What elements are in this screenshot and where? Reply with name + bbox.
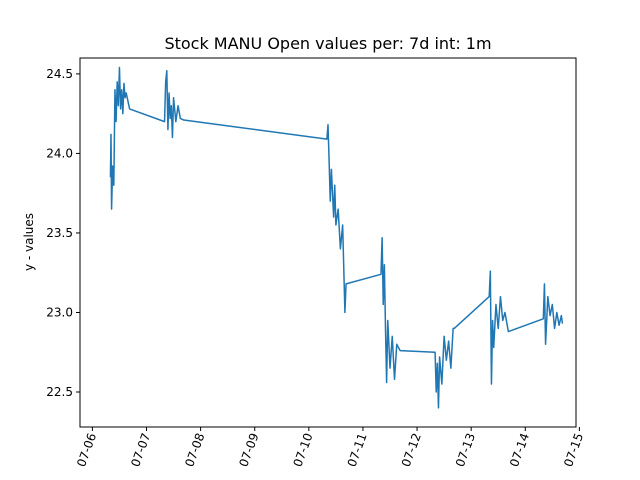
x-tick-label: 07-12 (399, 431, 424, 469)
y-axis-label: y - values (22, 213, 36, 271)
x-tick-label: 07-10 (291, 431, 316, 469)
x-tick-label: 07-15 (561, 431, 586, 469)
x-tick-label: 07-09 (236, 431, 261, 469)
x-axis: 07-06 07-07 07-08 07-09 07-10 07-11 07-12 07-13… (74, 427, 586, 469)
x-tick-label: 07-06 (74, 431, 99, 469)
y-tick-label: 23.5 (46, 226, 73, 240)
y-tick-label: 24.5 (46, 67, 73, 81)
x-tick-label: 07-07 (128, 431, 153, 469)
plot-area (109, 66, 564, 409)
y-axis: 22.5 23.0 23.5 24.0 24.5 (46, 67, 80, 399)
x-tick-label: 07-14 (507, 431, 532, 469)
x-tick-label: 07-08 (182, 431, 207, 469)
y-tick-label: 22.5 (46, 385, 73, 399)
y-tick-label: 24.0 (46, 146, 73, 160)
chart-title: Stock MANU Open values per: 7d int: 1m (164, 34, 491, 53)
y-tick-label: 23.0 (46, 305, 73, 319)
x-tick-label: 07-13 (453, 431, 478, 469)
plot-frame (79, 57, 577, 428)
series-line-0 (109, 66, 564, 409)
x-tick-label: 07-11 (345, 431, 370, 469)
